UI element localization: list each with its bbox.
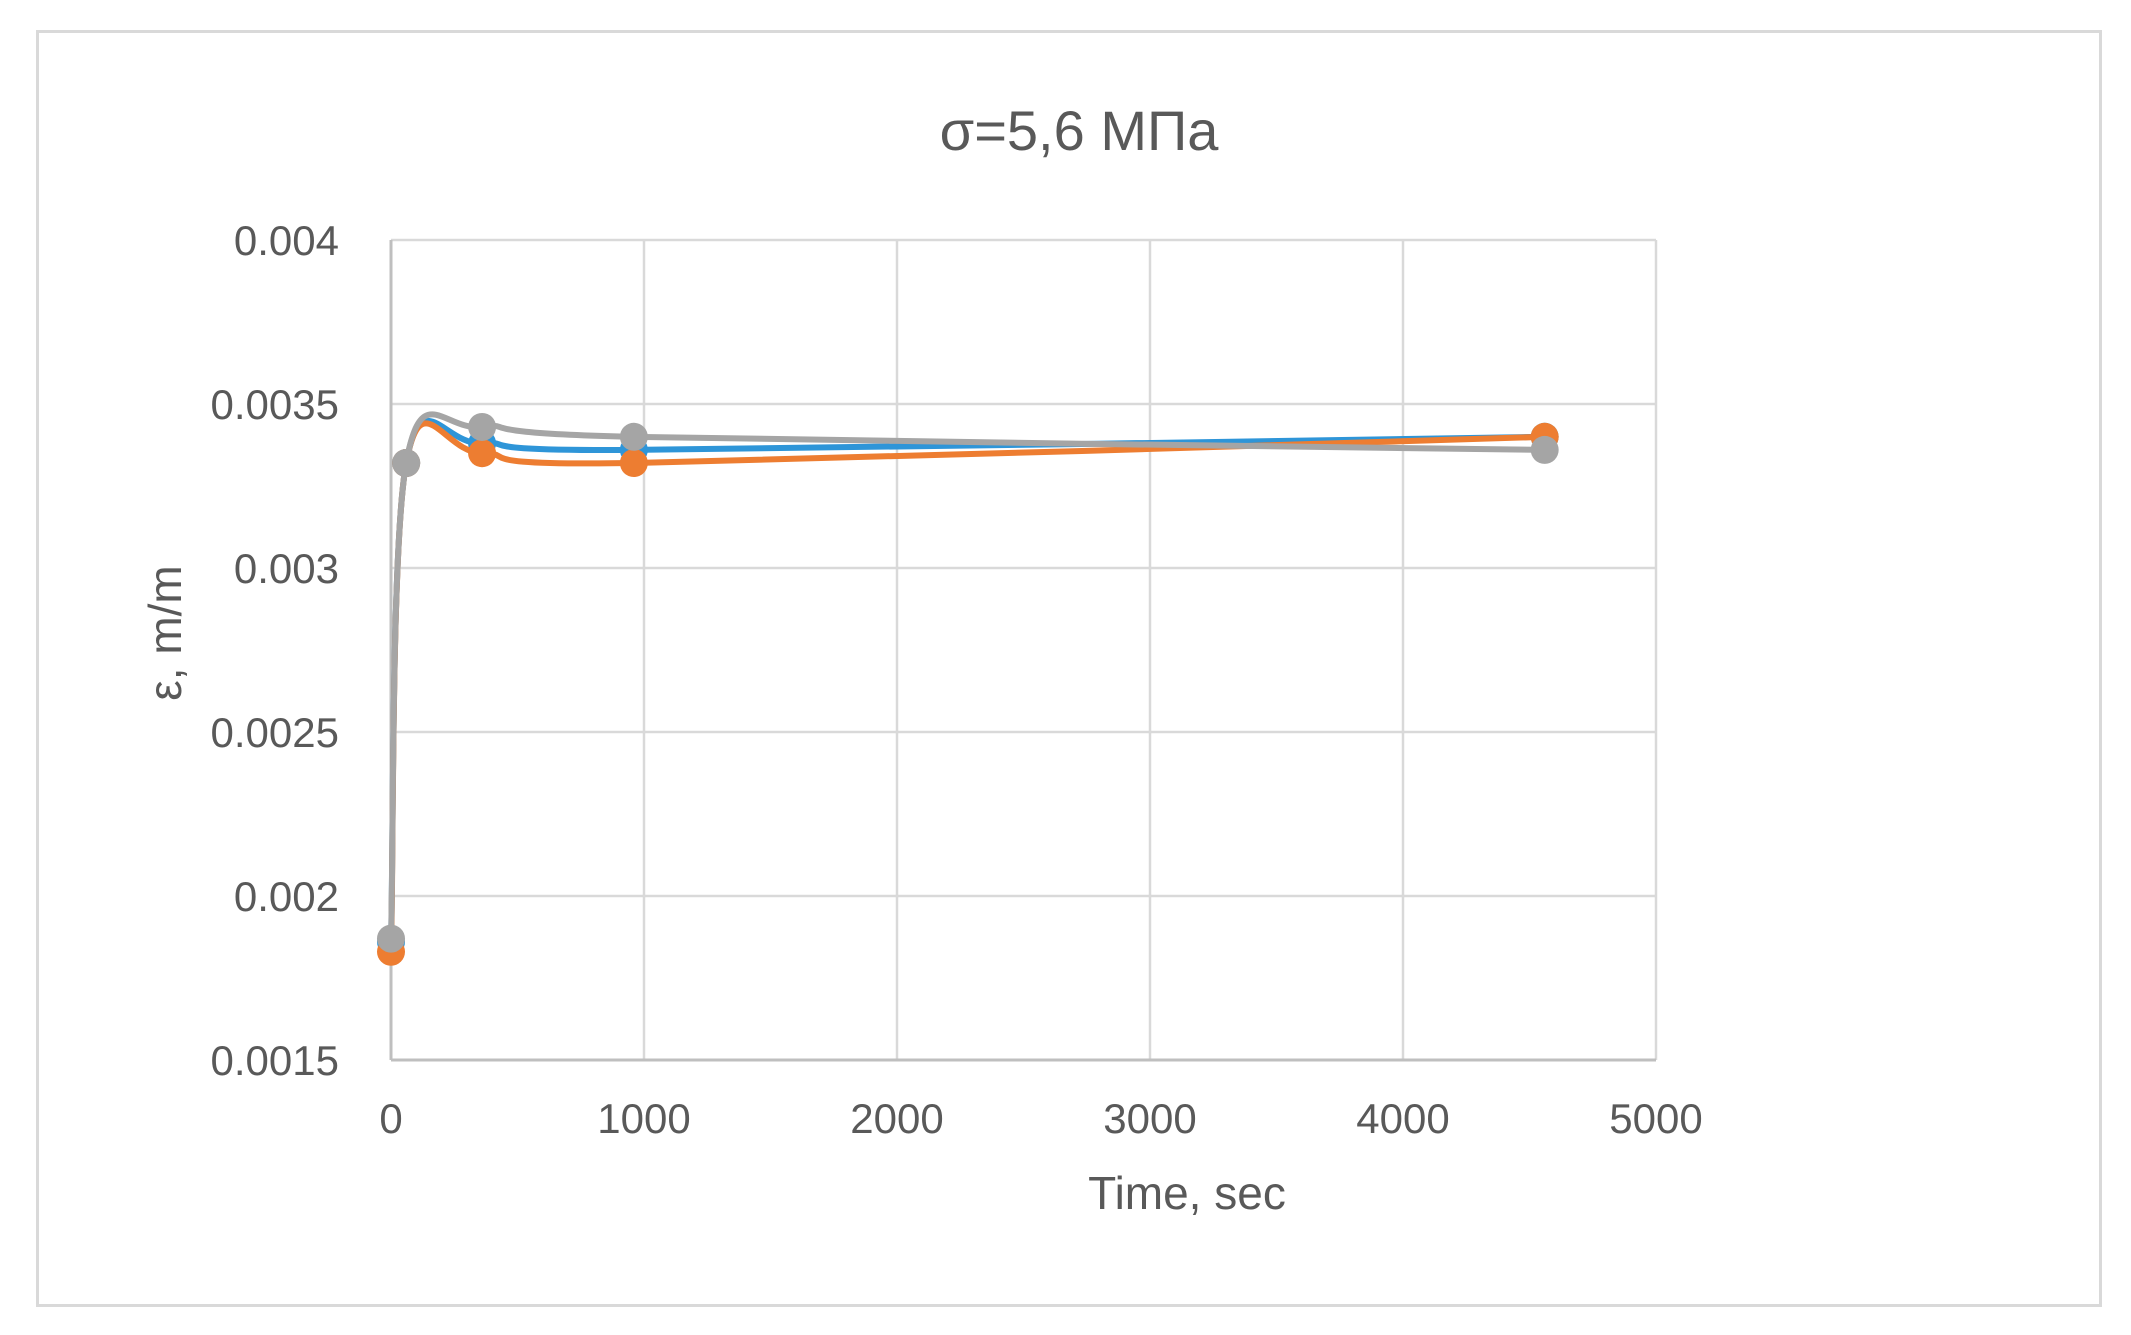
series-2-point <box>619 449 648 478</box>
series-3-point <box>377 924 405 953</box>
axis-layer <box>389 240 1656 1062</box>
series-2-point <box>468 439 497 468</box>
series-1 <box>377 418 1559 956</box>
y-tick-label: 0.003 <box>234 545 339 592</box>
series-2-line <box>388 420 1545 952</box>
y-tick-label: 0.0025 <box>211 709 339 756</box>
series-3-line <box>388 411 1545 939</box>
series-3-point <box>392 449 421 478</box>
x-tick-label: 0 <box>379 1095 402 1142</box>
chart-svg: 0.0015 0.002 0.0025 0.003 0.0035 0.004 0 1000 20… <box>139 99 1703 1219</box>
grid-layer <box>391 238 1658 1060</box>
y-tick-label: 0.0035 <box>211 381 339 428</box>
series-3-point <box>1530 435 1559 464</box>
series-3 <box>377 411 1559 953</box>
y-axis-label: ε, m/m <box>139 565 191 700</box>
x-tick-label: 4000 <box>1356 1095 1449 1142</box>
x-tick-label: 3000 <box>1103 1095 1196 1142</box>
x-axis-label: Time, sec <box>1088 1167 1286 1219</box>
series-layer <box>377 411 1559 966</box>
series-2 <box>377 420 1559 966</box>
x-tick-label: 5000 <box>1609 1095 1702 1142</box>
y-tick-label: 0.0015 <box>211 1037 339 1084</box>
x-tick-label: 2000 <box>850 1095 943 1142</box>
series-3-point <box>468 412 497 441</box>
x-tick-label: 1000 <box>597 1095 690 1142</box>
series-3-point <box>619 422 648 451</box>
chart-title: σ=5,6 МПа <box>940 99 1220 162</box>
series-1-line <box>388 418 1545 943</box>
tick-layer: 0.0015 0.002 0.0025 0.003 0.0035 0.004 0 1000 20… <box>211 217 1703 1142</box>
y-tick-label: 0.004 <box>234 217 339 264</box>
y-tick-label: 0.002 <box>234 873 339 920</box>
chart-frame: 0.0015 0.002 0.0025 0.003 0.0035 0.004 0 1000 20… <box>36 30 2102 1307</box>
